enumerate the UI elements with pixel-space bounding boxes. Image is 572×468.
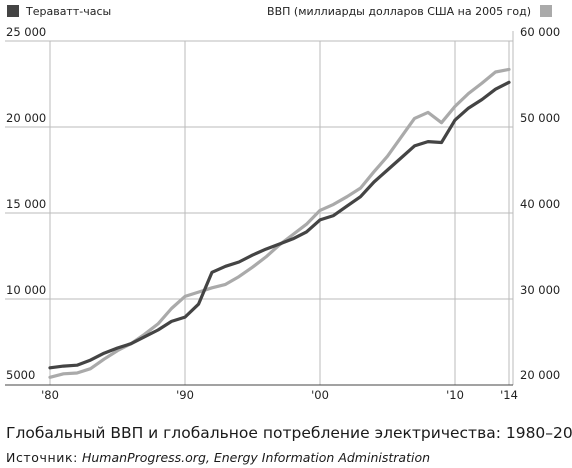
chart-source: Источник: HumanProgress.org, Energy Info… [6, 450, 430, 465]
x-axis: '80 '90 '00 '10 '14 [41, 388, 518, 402]
grid [5, 31, 514, 386]
x-tick-label: '10 [446, 388, 464, 402]
y-tick-label-left: 10 000 [6, 283, 46, 297]
y-axis-left: 5000 10 000 15 000 20 000 25 000 [6, 25, 46, 382]
legend-swatch-electricity [7, 5, 19, 17]
y-axis-right: 20 000 30 000 40 000 50 000 60 000 [520, 25, 560, 382]
legend: Тераватт-часы ВВП (миллиарды долларов СШ… [7, 5, 552, 18]
series [48, 67, 511, 379]
y-tick-label-right: 60 000 [520, 25, 560, 39]
legend-label-electricity: Тераватт-часы [25, 5, 111, 18]
source-label: Источник: [6, 450, 78, 465]
x-tick-label: '80 [41, 388, 59, 402]
legend-swatch-gdp [540, 5, 552, 17]
x-tick-label: '90 [176, 388, 194, 402]
y-tick-label-right: 50 000 [520, 111, 560, 125]
series-line-electricity [48, 80, 511, 370]
y-tick-label-left: 20 000 [6, 111, 46, 125]
x-tick-label: '00 [311, 388, 329, 402]
y-tick-label-right: 30 000 [520, 283, 560, 297]
series-line-gdp [48, 67, 511, 379]
legend-label-gdp: ВВП (миллиарды долларов США на 2005 год) [267, 5, 531, 18]
y-tick-label-left: 25 000 [6, 25, 46, 39]
source-text: HumanProgress.org, Energy Information Ad… [81, 450, 431, 465]
y-tick-label-right: 40 000 [520, 197, 560, 211]
y-tick-label-left: 15 000 [6, 197, 46, 211]
chart-title: Глобальный ВВП и глобальное потребление … [6, 424, 572, 442]
x-tick-label: '14 [500, 388, 518, 402]
y-tick-label-right: 20 000 [520, 368, 560, 382]
y-tick-label-left: 5000 [6, 368, 35, 382]
